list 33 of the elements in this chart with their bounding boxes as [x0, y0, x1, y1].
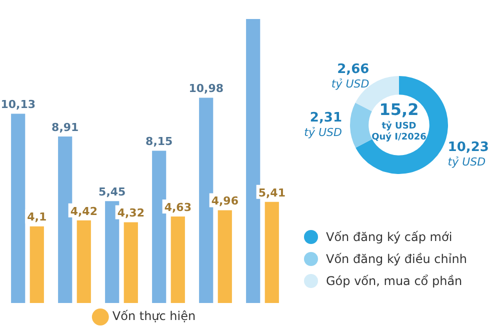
legend-label: Góp vốn, mua cổ phần — [326, 274, 462, 288]
text: 15,2 — [379, 100, 419, 120]
data-label: 5,41 — [258, 186, 286, 200]
text: tỷ USD — [382, 120, 416, 132]
bar — [170, 216, 185, 303]
data-label: 4,1 — [27, 210, 47, 224]
data-label: 4,96 — [211, 194, 239, 208]
text: Quý I/2026 — [372, 131, 426, 142]
data-label: 4,42 — [70, 204, 98, 218]
bar — [105, 201, 120, 303]
data-label: 10,13 — [0, 98, 36, 112]
bar — [124, 222, 138, 303]
bar — [264, 202, 279, 303]
data-label: 10,23 tỷ USD — [448, 140, 489, 168]
bar — [58, 136, 72, 303]
data-label: 8,15 — [146, 135, 173, 148]
data-label: 5,45 — [98, 186, 126, 199]
data-label: 4,32 — [117, 206, 144, 220]
data-label: 8,91 — [52, 120, 79, 134]
legend-label: Vốn đăng ký điều chỉnh — [326, 252, 467, 266]
legend-label: Vốn đăng ký cấp mới — [326, 230, 452, 244]
data-label: 2,31 tỷ USD — [304, 110, 342, 140]
data-label: 10,98 — [188, 82, 224, 96]
bar — [76, 220, 91, 303]
legend-label: Vốn thực hiện — [112, 309, 196, 324]
data-label: 4,63 — [164, 200, 192, 214]
data-label: 2,66 tỷ USD — [331, 62, 370, 90]
bar — [199, 98, 214, 303]
bar — [246, 18, 260, 303]
bar — [11, 114, 26, 303]
bar — [152, 150, 166, 303]
bar — [218, 210, 232, 303]
bar — [30, 226, 44, 303]
